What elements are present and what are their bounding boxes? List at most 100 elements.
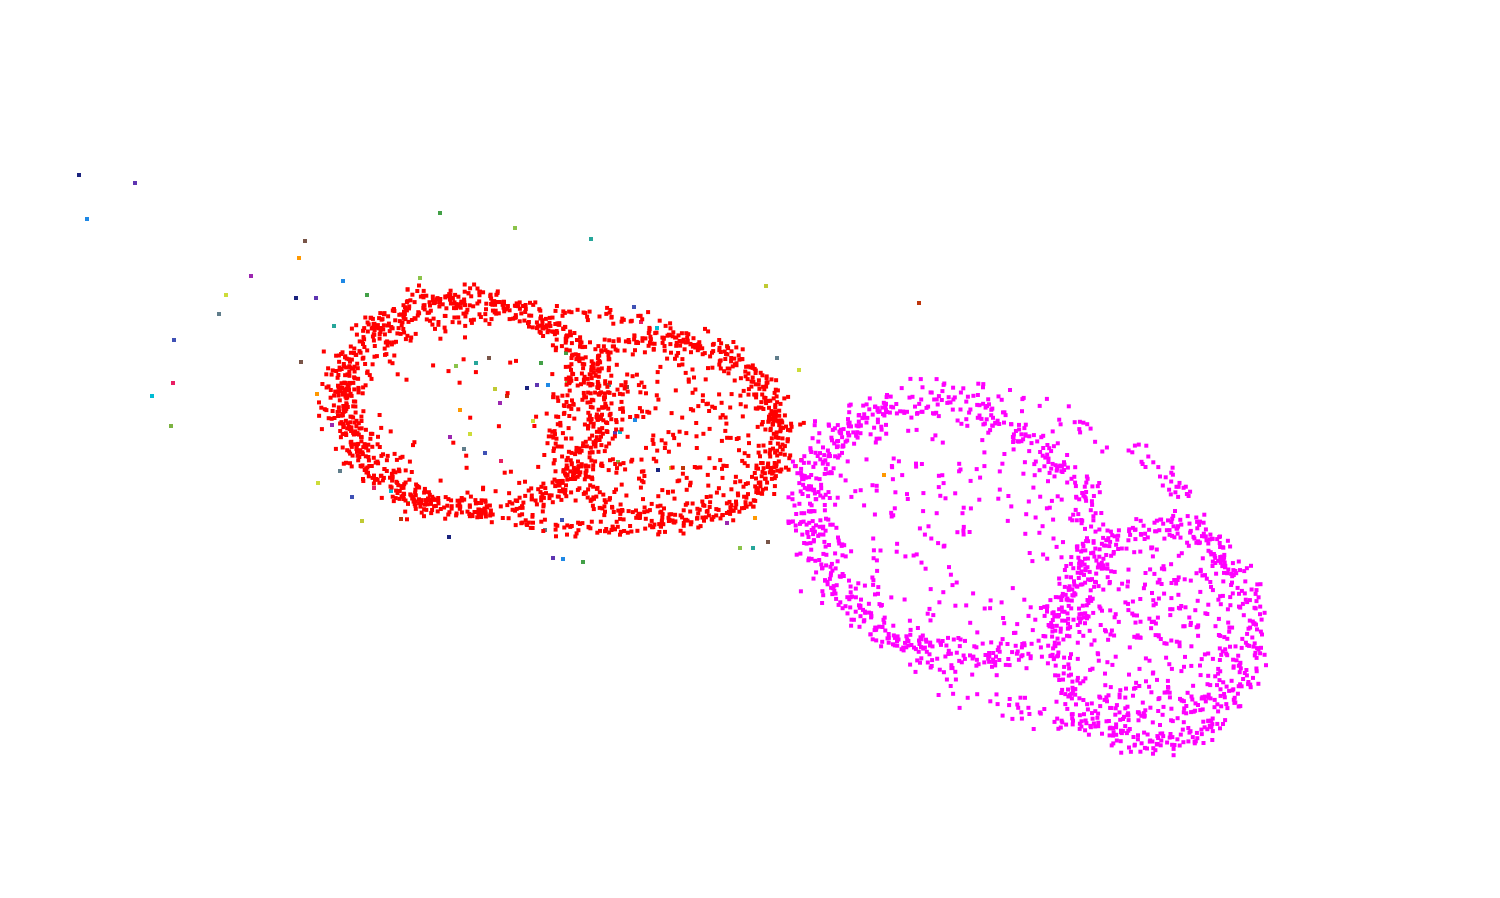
red-point: [647, 328, 652, 333]
magenta-point: [892, 643, 897, 648]
magenta-point: [841, 574, 846, 578]
magenta-point: [1010, 435, 1015, 439]
red-point: [464, 453, 469, 458]
red-point: [651, 456, 656, 461]
magenta-point: [1070, 685, 1075, 690]
red-point: [759, 461, 764, 465]
red-point: [410, 292, 415, 297]
magenta-point: [1220, 545, 1225, 550]
magenta-point: [1215, 537, 1220, 542]
magenta-point: [1062, 468, 1067, 472]
magenta-point: [895, 634, 900, 639]
red-point: [494, 292, 499, 297]
red-point: [606, 468, 611, 473]
magenta-point: [1078, 571, 1083, 576]
magenta-point: [1095, 565, 1100, 570]
red-point: [478, 289, 482, 294]
red-point: [467, 511, 472, 516]
magenta-point: [1086, 539, 1091, 544]
magenta-point: [1132, 634, 1137, 639]
red-point: [359, 464, 364, 469]
magenta-point: [1159, 582, 1164, 586]
magenta-point: [1206, 673, 1211, 678]
magenta-point: [833, 502, 838, 507]
magenta-point: [951, 691, 956, 696]
magenta-point: [1022, 460, 1027, 465]
magenta-point: [1114, 725, 1119, 730]
red-point: [717, 345, 722, 350]
magenta-point: [1178, 732, 1183, 737]
red-point: [772, 476, 777, 481]
magenta-point: [1019, 710, 1024, 715]
magenta-point: [1231, 697, 1236, 702]
magenta-point: [1158, 743, 1163, 748]
red-point: [366, 458, 371, 463]
red-point: [405, 333, 410, 338]
red-point: [609, 373, 614, 378]
magenta-point: [1066, 587, 1071, 592]
magenta-point: [1150, 720, 1155, 725]
magenta-point: [1162, 567, 1167, 572]
magenta-point: [965, 394, 970, 399]
red-point: [612, 490, 617, 494]
magenta-point: [1011, 447, 1016, 452]
magenta-point: [888, 394, 893, 399]
magenta-point: [870, 637, 875, 642]
red-point: [354, 323, 359, 328]
magenta-point: [1074, 702, 1078, 707]
magenta-point: [846, 424, 851, 429]
red-point: [614, 427, 619, 432]
magenta-point: [1024, 512, 1029, 517]
magenta-point: [1170, 735, 1175, 740]
red-point: [661, 335, 666, 340]
magenta-point: [1065, 480, 1070, 485]
red-point: [377, 445, 382, 449]
magenta-point: [1181, 624, 1186, 629]
magenta-point: [1062, 655, 1067, 660]
red-point: [545, 330, 550, 335]
magenta-point: [1062, 460, 1066, 465]
red-point: [331, 403, 336, 408]
magenta-point: [1071, 566, 1076, 571]
magenta-point: [1167, 735, 1172, 740]
magenta-point: [948, 651, 953, 656]
magenta-point: [1149, 546, 1154, 551]
red-point: [598, 429, 603, 434]
magenta-point: [1164, 655, 1169, 660]
magenta-point: [968, 506, 973, 511]
red-point: [784, 465, 788, 470]
red-point: [655, 504, 660, 509]
magenta-point: [953, 491, 958, 496]
red-point: [627, 340, 632, 345]
magenta-point: [1003, 413, 1008, 418]
red-point: [543, 486, 548, 491]
red-point: [602, 391, 607, 396]
magenta-point: [1083, 566, 1088, 571]
red-point: [380, 317, 385, 322]
magenta-point: [1164, 641, 1169, 646]
red-point: [642, 474, 647, 478]
red-point: [541, 502, 546, 507]
red-point: [700, 499, 705, 504]
magenta-point: [950, 407, 955, 412]
red-point: [589, 359, 594, 364]
magenta-point: [1065, 596, 1070, 601]
red-point: [595, 368, 600, 373]
magenta-point: [1238, 660, 1243, 665]
magenta-point: [914, 464, 919, 469]
magenta-point: [810, 487, 814, 492]
magenta-point: [1202, 652, 1207, 657]
red-point: [345, 372, 350, 377]
red-point: [673, 335, 678, 340]
red-point: [615, 387, 620, 392]
magenta-point: [1205, 612, 1210, 616]
magenta-point: [1009, 504, 1014, 509]
red-point: [628, 524, 633, 528]
red-point: [564, 458, 569, 463]
red-point: [484, 307, 488, 312]
magenta-point: [1205, 727, 1210, 732]
red-point: [528, 300, 532, 305]
magenta-point: [1060, 618, 1065, 623]
